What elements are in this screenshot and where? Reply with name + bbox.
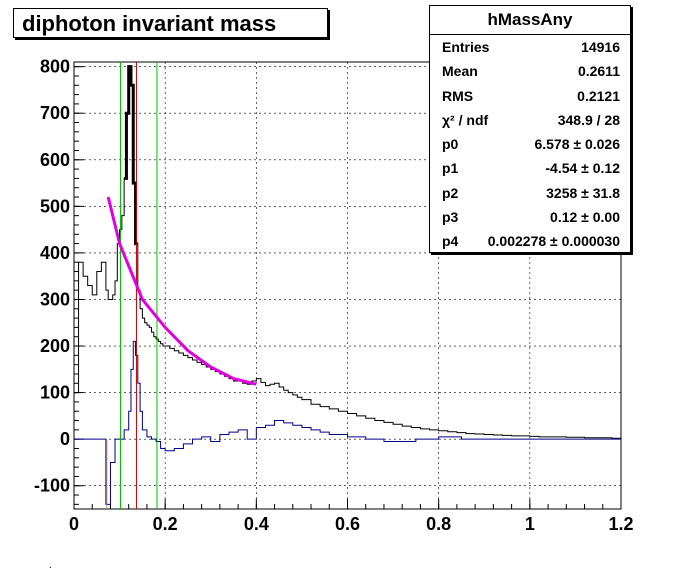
y-tick-label: 0 [60,429,70,449]
stats-label: Mean [442,63,478,80]
footer-mark: . [49,560,52,571]
y-tick-label: 200 [40,336,70,356]
y-tick-label: 300 [40,289,70,309]
stats-value: 14916 [581,39,620,55]
stats-value: 0.12 ± 0.00 [550,209,620,226]
y-tick-label: 800 [40,57,70,77]
stats-value: -4.54 ± 0.12 [545,160,620,177]
y-tick-label: 600 [40,150,70,170]
x-tick-label: 1 [525,514,535,534]
histogram-subtracted [74,340,621,505]
stats-label: p4 [442,233,459,250]
stats-row: Mean 0.2611 [430,59,630,83]
stats-row: χ² / ndf 348.9 / 28 [430,108,630,132]
stats-label: p3 [442,209,459,226]
y-tick-label: -100 [34,476,70,496]
y-tick-label: 500 [40,196,70,216]
histogram-title: diphoton invariant mass [13,8,328,38]
stats-label: p2 [442,184,459,201]
stats-value: 0.2611 [577,63,620,80]
y-tick-label: 700 [40,103,70,123]
stats-rows: Entries 14916 Mean 0.2611 RMS 0.2121 χ² / ndf 3… [430,35,630,254]
stats-title: hMassAny [430,6,630,35]
stats-row: p2 3258 ± 31.8 [430,181,630,205]
x-tick-label: 0.8 [426,514,451,534]
x-tick-label: 0.4 [244,514,269,534]
stats-value: 0.2121 [577,87,620,104]
y-tick-label: 100 [40,383,70,403]
y-tick-label: 400 [40,243,70,263]
stats-value: 0.002278 ± 0.000030 [487,233,620,250]
stats-row: p0 6.578 ± 0.026 [430,132,630,156]
x-tick-label: 0.6 [335,514,360,534]
stats-label: χ² / ndf [442,111,489,128]
stats-row: p1 -4.54 ± 0.12 [430,156,630,180]
stats-value: 6.578 ± 0.026 [534,136,620,153]
stats-row: p4 0.002278 ± 0.000030 [430,229,630,253]
x-tick-label: 0.2 [153,514,178,534]
fit-curve [106,196,257,386]
x-tick-label: 0 [69,514,79,534]
peak-emphasis [124,65,138,246]
stats-label: p0 [442,136,459,153]
stats-value: 3258 ± 31.8 [546,184,620,201]
x-tick-label: 1.2 [608,514,633,534]
stats-label: RMS [442,87,474,104]
stats-row: p3 0.12 ± 0.00 [430,205,630,229]
stats-label: p1 [442,160,459,177]
stats-row: RMS 0.2121 [430,84,630,108]
stats-box: hMassAny Entries 14916 Mean 0.2611 RMS 0.2121… [429,5,631,253]
stats-row: Entries 14916 [430,35,630,59]
stats-value: 348.9 / 28 [557,111,620,128]
stats-label: Entries [442,39,490,55]
